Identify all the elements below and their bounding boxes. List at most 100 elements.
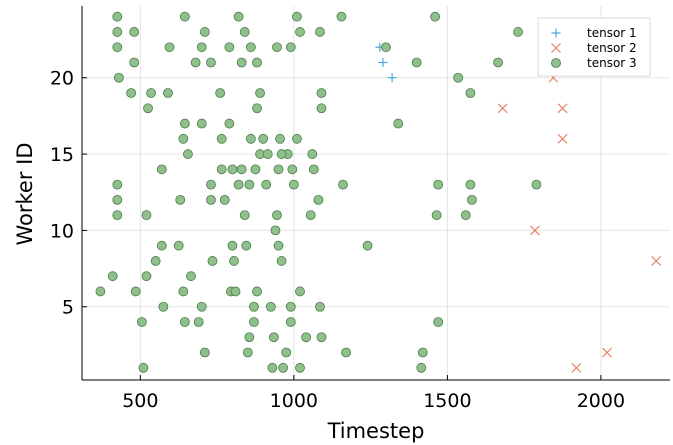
data-point (393, 118, 404, 129)
data-point (179, 118, 190, 129)
data-point (252, 57, 262, 68)
data-point (206, 179, 216, 190)
data-point (129, 27, 140, 37)
legend-marker (551, 58, 561, 68)
data-point (107, 271, 118, 282)
data-point (241, 240, 252, 251)
data-point (175, 194, 186, 205)
y-axis-title: Worker ID (13, 142, 37, 245)
data-point (216, 164, 227, 175)
data-point (179, 317, 190, 327)
data-point (278, 362, 289, 373)
marker-stroke (557, 103, 568, 114)
data-point (112, 179, 123, 190)
data-point (126, 88, 137, 98)
data-point (138, 362, 149, 373)
data-point (338, 179, 348, 190)
data-point (244, 332, 255, 343)
data-point (129, 57, 140, 68)
data-point (301, 332, 312, 343)
data-point (270, 225, 281, 236)
data-point (249, 301, 259, 312)
data-point (276, 149, 287, 159)
data-point (245, 133, 256, 144)
marker-stroke (651, 256, 662, 266)
data-point (285, 42, 296, 53)
data-point (273, 164, 284, 175)
data-point (272, 210, 282, 221)
data-point (273, 240, 284, 251)
legend-marker (551, 43, 561, 53)
marker-stroke (551, 43, 561, 53)
data-point (250, 164, 261, 175)
data-point (224, 42, 235, 53)
data-point (433, 317, 444, 327)
data-point (465, 179, 476, 190)
data-point (316, 332, 327, 343)
data-point (416, 362, 427, 373)
data-points (95, 11, 662, 373)
data-point (292, 11, 302, 22)
legend-marker (551, 28, 561, 38)
data-point (113, 72, 124, 83)
data-point (136, 317, 147, 327)
data-point (292, 133, 302, 144)
data-point (602, 347, 612, 358)
marker-stroke (497, 103, 508, 114)
data-point (285, 301, 296, 312)
data-point (288, 179, 299, 190)
data-point (196, 118, 207, 129)
data-point (193, 317, 204, 327)
data-point (378, 57, 388, 67)
y-tick-label: 5 (62, 297, 74, 319)
data-point (224, 118, 235, 129)
data-point (242, 347, 253, 358)
data-point (143, 103, 153, 114)
data-point (199, 347, 210, 358)
data-point (130, 286, 141, 297)
marker-stroke (529, 225, 540, 236)
data-point (460, 210, 471, 221)
data-point (219, 194, 230, 205)
marker-stroke (602, 347, 612, 358)
data-point (336, 11, 347, 22)
y-tick-label: 20 (50, 68, 74, 90)
series-2 (497, 72, 662, 373)
data-point (295, 286, 305, 297)
data-point (112, 210, 123, 221)
series-3 (95, 11, 542, 373)
data-point (295, 27, 305, 37)
data-point (158, 301, 169, 312)
data-point (207, 256, 218, 266)
tick-labels: 500 1000 1500 2000 5 10 15 20 (50, 68, 625, 412)
data-point (173, 240, 184, 251)
data-point (430, 11, 441, 22)
data-point (239, 210, 250, 221)
data-point (465, 88, 476, 98)
data-point (411, 57, 422, 68)
data-point (233, 11, 244, 22)
data-point (275, 133, 285, 144)
data-point (196, 301, 207, 312)
data-point (269, 332, 279, 343)
x-tick-label: 1000 (270, 390, 318, 412)
data-point (95, 286, 106, 297)
data-point (178, 133, 189, 144)
data-point (557, 133, 568, 144)
data-point (497, 103, 508, 114)
data-point (190, 57, 201, 68)
data-point (265, 301, 276, 312)
data-point (467, 194, 477, 205)
data-point (233, 179, 244, 190)
x-tick-label: 500 (122, 390, 158, 412)
data-point (245, 42, 256, 53)
data-point (215, 88, 226, 98)
data-point (531, 179, 542, 190)
data-point (183, 149, 193, 159)
data-point (261, 179, 272, 190)
data-point (529, 225, 540, 236)
data-point (249, 317, 259, 327)
data-point (230, 286, 241, 297)
data-point (244, 179, 255, 190)
